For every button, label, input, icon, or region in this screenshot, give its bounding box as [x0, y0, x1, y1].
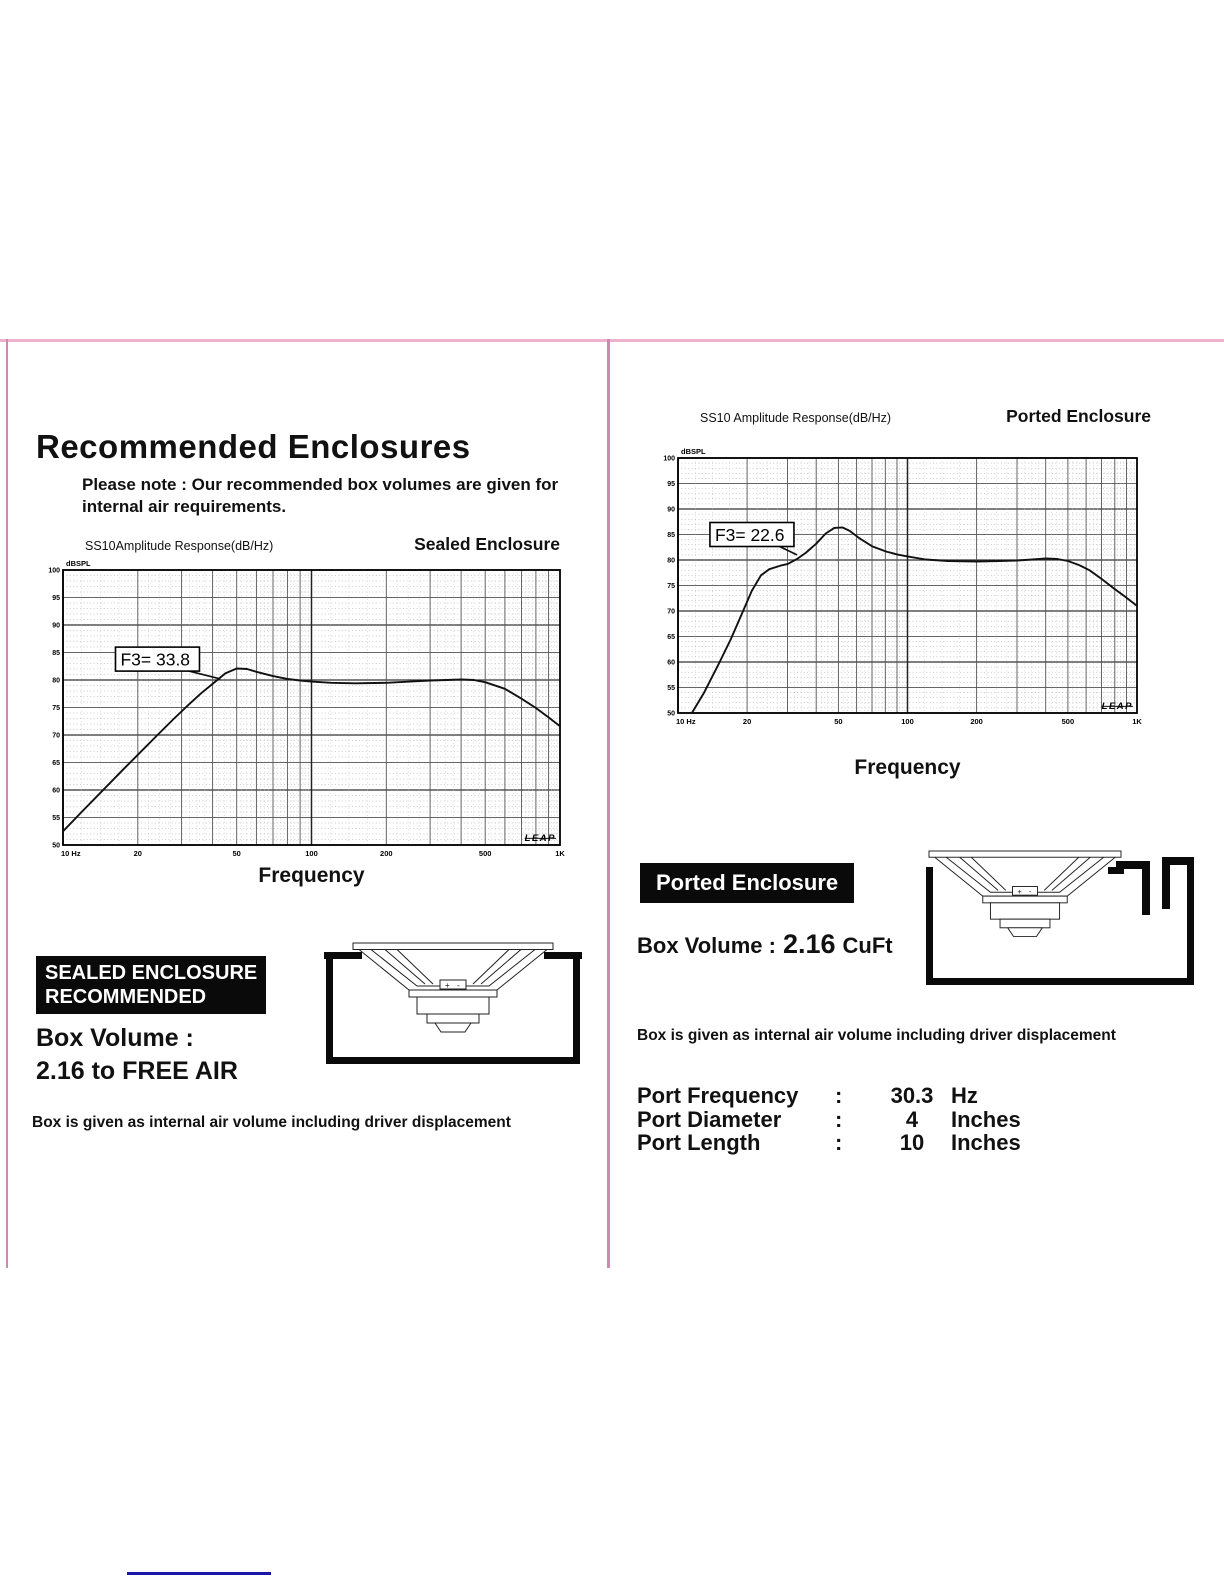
- svg-text:F3= 33.8: F3= 33.8: [120, 650, 190, 670]
- ported-footnote: Box is given as internal air volume incl…: [637, 1027, 1116, 1044]
- svg-text:55: 55: [667, 685, 675, 692]
- port-spec-colon: :: [835, 1083, 843, 1108]
- svg-text:50: 50: [233, 849, 241, 858]
- note-line-2: internal air requirements.: [82, 497, 287, 516]
- svg-text:100: 100: [305, 849, 318, 858]
- svg-text:95: 95: [52, 595, 60, 602]
- svg-text:85: 85: [667, 532, 675, 539]
- sealed-footnote: Box is given as internal air volume incl…: [32, 1114, 511, 1131]
- ported-box-volume: Box Volume : 2.16 CuFt: [637, 929, 893, 960]
- svg-text:50: 50: [667, 711, 675, 718]
- sealed-enclosure-badge: SEALED ENCLOSURE RECOMMENDED: [36, 956, 267, 1014]
- ported-enclosure-drawing: [926, 850, 1194, 985]
- svg-text:50: 50: [834, 717, 842, 726]
- svg-text:dBSPL: dBSPL: [66, 559, 91, 568]
- port-spec-label: Port Frequency: [637, 1083, 799, 1108]
- sealed-response-chart: F3= 33.8 50 55 60 65 70 75 80 85 90 95 100 dBSPL 10 H…: [48, 559, 565, 858]
- port-spec-row: Port Diameter : 4 Inches: [637, 1106, 1021, 1132]
- note-line-1: Please note : Our recommended box volume…: [82, 475, 559, 494]
- svg-text:1K: 1K: [555, 849, 565, 858]
- sealed-chart-title: SS10Amplitude Response(dB/Hz): [85, 539, 274, 553]
- ported-enclosure-badge: Ported Enclosure: [640, 863, 855, 903]
- svg-text:90: 90: [52, 623, 60, 630]
- svg-text:95: 95: [667, 481, 675, 488]
- svg-text:1K: 1K: [1132, 717, 1142, 726]
- ported-x-axis-title: Frequency: [854, 756, 961, 779]
- badge-line-1: SEALED ENCLOSURE: [45, 962, 258, 984]
- port-spec-value: 10: [899, 1130, 925, 1155]
- svg-text:80: 80: [52, 678, 60, 685]
- svg-text:dBSPL: dBSPL: [681, 447, 706, 456]
- sealed-chart-header: SS10Amplitude Response(dB/Hz) Sealed Enc…: [63, 534, 560, 555]
- page-border-left: [6, 339, 8, 1268]
- ported-chart-header: SS10 Amplitude Response(dB/Hz) Ported En…: [678, 406, 1151, 427]
- port-spec-unit: Inches: [951, 1106, 1021, 1132]
- note-text: Please note : Our recommended box volume…: [82, 474, 558, 518]
- port-spec-label: Port Diameter: [637, 1106, 782, 1132]
- svg-text:50: 50: [52, 843, 60, 850]
- svg-text:60: 60: [667, 660, 675, 667]
- port-specs-table: Port Frequency : 30.3 Hz Port Diameter :…: [637, 1084, 1021, 1155]
- svg-text:20: 20: [743, 717, 751, 726]
- svg-text:100: 100: [663, 456, 675, 463]
- ported-chart-corner-label: Ported Enclosure: [1006, 406, 1151, 426]
- svg-text:80: 80: [667, 558, 675, 565]
- port-spec-row: Port Frequency : 30.3 Hz: [637, 1084, 1021, 1108]
- svg-text:90: 90: [667, 507, 675, 514]
- svg-text:LEAP: LEAP: [525, 833, 556, 844]
- port-spec-colon: :: [835, 1106, 843, 1132]
- port-spec-value: 30.3: [890, 1083, 934, 1108]
- svg-text:100: 100: [48, 568, 60, 575]
- svg-text:10 Hz: 10 Hz: [676, 717, 696, 726]
- sealed-enclosure-drawing: [324, 942, 582, 1064]
- svg-text:75: 75: [52, 705, 60, 712]
- port-spec-unit: Inches: [951, 1130, 1021, 1155]
- svg-text:200: 200: [380, 849, 393, 858]
- svg-text:F3= 22.6: F3= 22.6: [715, 525, 785, 545]
- svg-text:500: 500: [1062, 717, 1075, 726]
- svg-text:70: 70: [667, 609, 675, 616]
- box-volume-unit: CuFt: [842, 933, 893, 958]
- svg-text:55: 55: [52, 815, 60, 822]
- svg-text:20: 20: [134, 849, 142, 858]
- svg-text:200: 200: [970, 717, 983, 726]
- port-spec-label: Port Length: [637, 1130, 761, 1155]
- port-spec-colon: :: [835, 1130, 843, 1155]
- badge-line-2: RECOMMENDED: [45, 986, 207, 1008]
- svg-text:100: 100: [901, 717, 914, 726]
- svg-text:65: 65: [667, 634, 675, 641]
- sealed-x-axis-title: Frequency: [258, 864, 365, 887]
- svg-text:85: 85: [52, 650, 60, 657]
- svg-text:65: 65: [52, 760, 60, 767]
- svg-text:LEAP: LEAP: [1102, 701, 1133, 712]
- page-border-top: [0, 339, 1224, 342]
- box-volume-value: 2.16: [782, 929, 836, 959]
- box-volume-label: Box Volume :: [36, 1024, 194, 1052]
- svg-text:60: 60: [52, 788, 60, 795]
- sealed-box-volume: Box Volume : 2.16 to FREE AIR: [36, 1022, 238, 1088]
- ported-chart-title: SS10 Amplitude Response(dB/Hz): [700, 411, 892, 425]
- svg-text:500: 500: [479, 849, 492, 858]
- svg-text:70: 70: [52, 733, 60, 740]
- port-spec-unit: Hz: [951, 1083, 978, 1108]
- sealed-chart-corner-label: Sealed Enclosure: [414, 534, 560, 554]
- svg-text:75: 75: [667, 583, 675, 590]
- page-title: Recommended Enclosures: [36, 428, 471, 465]
- box-volume-value: 2.16 to FREE AIR: [36, 1057, 238, 1085]
- port-spec-row: Port Length : 10 Inches: [637, 1131, 1021, 1155]
- box-volume-label: Box Volume :: [637, 933, 776, 958]
- port-spec-value: 4: [905, 1106, 919, 1132]
- svg-text:10 Hz: 10 Hz: [61, 849, 81, 858]
- hyperlink-underline[interactable]: [127, 1572, 271, 1575]
- ported-response-chart: F3= 22.6 50 55 60 65 70 75 80 85 90 95 100 dBSPL 10 H…: [663, 447, 1142, 726]
- column-divider: [607, 339, 610, 1268]
